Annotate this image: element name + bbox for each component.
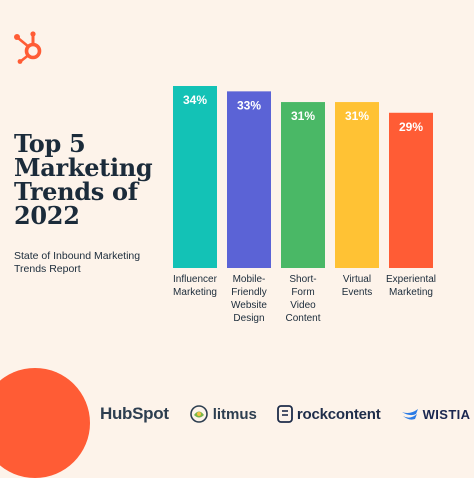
category-label: Events — [342, 287, 373, 298]
title-line: Marketing — [14, 153, 153, 182]
category-label: Marketing — [389, 287, 433, 298]
hubspot-sprocket-icon — [14, 31, 42, 64]
category-label: Influencer — [173, 274, 218, 285]
litmus-logo: litmus — [189, 404, 257, 424]
bar-value-label: 31% — [345, 109, 369, 123]
bar-value-label: 33% — [237, 98, 261, 112]
litmus-wordmark: litmus — [212, 405, 257, 423]
category-label: Friendly — [231, 287, 267, 298]
category-label: Marketing — [173, 287, 217, 298]
bar-value-label: 31% — [291, 109, 315, 123]
bar — [389, 112, 433, 268]
bar-value-label: 29% — [399, 120, 423, 134]
title-line: 2022 — [14, 201, 80, 230]
category-label: Mobile- — [233, 274, 266, 285]
rockcontent-icon — [277, 405, 293, 423]
page-title: Top 5 Marketing Trends of 2022 — [14, 129, 153, 230]
category-label: Virtual — [343, 274, 371, 285]
subtitle-line: State of Inbound Marketing — [14, 250, 141, 262]
bar — [227, 91, 271, 269]
sponsor-logos: HubSpot litmus rockcontent WISTIA — [100, 400, 470, 428]
rockcontent-logo: rockcontent — [277, 405, 381, 423]
bar-value-label: 34% — [183, 93, 207, 107]
litmus-icon — [189, 405, 208, 423]
rockcontent-wordmark: rockcontent — [296, 405, 381, 423]
wistia-logo: WISTIA — [401, 407, 471, 422]
category-label: Video — [290, 300, 316, 311]
decorative-circle — [0, 368, 90, 478]
title-line: Trends of — [14, 177, 138, 206]
hubspot-logo: HubSpot — [100, 404, 169, 424]
category-label: Short- — [289, 274, 316, 285]
category-label: Form — [291, 287, 314, 298]
category-label: Design — [233, 313, 264, 324]
hubspot-wordmark: HubSpot — [100, 404, 169, 423]
bar — [335, 102, 379, 268]
category-label: Content — [285, 313, 320, 324]
category-label: Experiental — [386, 274, 436, 285]
title-line: Top 5 — [14, 129, 86, 158]
subtitle: State of Inbound Marketing Trends Report — [14, 250, 164, 276]
wistia-icon — [401, 409, 418, 420]
subtitle-line: Trends Report — [14, 263, 81, 275]
bar — [281, 102, 325, 268]
category-label: Website — [231, 300, 267, 311]
bar — [173, 86, 217, 268]
wistia-wordmark: WISTIA — [422, 406, 471, 422]
